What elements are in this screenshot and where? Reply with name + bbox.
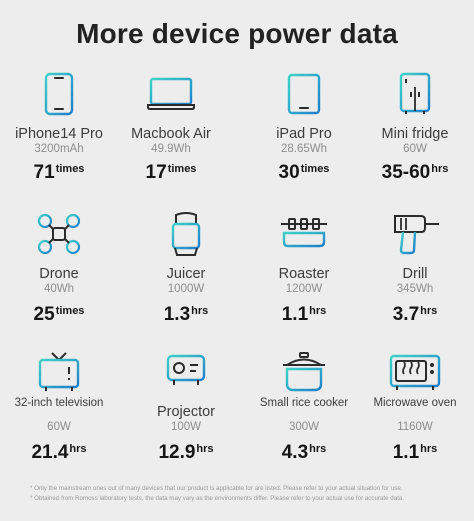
device-spec: 40Wh [43,283,75,295]
footnotes: * Only the mainstream ones out of many d… [30,484,460,504]
device-name: Small rice cooker [259,397,349,409]
result-unit: times [55,163,85,175]
result-value: 35-60 [381,162,431,183]
result-unit: times [300,163,330,175]
result-unit: hrs [309,305,327,317]
device-result: 1.3hrs [127,304,245,326]
result-unit: hrs [309,443,327,455]
device-spec: 28.65Wh [280,143,328,155]
drone-icon [0,210,118,258]
microwave-icon [356,348,474,396]
result-value: 4.3 [281,442,309,463]
result-unit: hrs [420,305,438,317]
device-result: 12.9hrs [127,442,245,464]
device-spec: 3200mAh [34,143,84,155]
footnote-1: * Only the mainstream ones out of many d… [30,485,403,492]
result-value: 1.1 [392,442,420,463]
phone-icon [0,70,118,118]
rice-cooker-icon [245,348,363,396]
device-result: 21.4hrs [0,442,118,464]
tv-icon [0,348,118,396]
device-result: 3.7hrs [356,304,474,326]
result-unit: hrs [69,443,87,455]
result-value: 21.4 [31,442,69,463]
result-value: 17 [145,162,167,183]
device-spec: 300W [288,421,320,433]
result-value: 71 [33,162,55,183]
device-name: Mini fridge [381,126,449,142]
device-name: Macbook Air [131,126,211,142]
projector-icon [127,348,245,396]
result-unit: times [55,305,85,317]
device-name: Drill [402,266,428,282]
page-title: More device power data [76,18,398,49]
roaster-icon [245,210,363,258]
tablet-icon [245,70,363,118]
laptop-icon [112,70,230,118]
result-value: 30 [278,162,300,183]
device-spec: 1000W [167,283,205,295]
device-result: 1.1hrs [356,442,474,464]
device-result: 35-60hrs [356,162,474,184]
device-result: 25times [0,304,118,326]
result-value: 3.7 [392,304,420,325]
device-name: iPad Pro [276,126,332,142]
device-name: Microwave oven [373,397,457,409]
device-result: 30times [245,162,363,184]
device-spec: 60W [47,421,71,433]
result-unit: times [167,163,197,175]
juicer-icon [127,210,245,258]
fridge-icon [356,70,474,118]
device-name: Roaster [278,266,330,282]
device-spec: 345Wh [396,283,434,295]
device-name: Drone [39,266,79,282]
device-name: iPhone14 Pro [15,126,103,142]
result-value: 1.3 [163,304,191,325]
device-spec: 1160W [397,421,433,433]
result-value: 12.9 [158,442,196,463]
result-unit: hrs [431,163,449,175]
device-name: 32-inch television [14,397,104,409]
result-unit: hrs [191,305,209,317]
device-spec: 49.9Wh [151,143,191,155]
result-value: 1.1 [281,304,309,325]
device-spec: 60W [403,143,427,155]
device-result: 1.1hrs [245,304,363,326]
result-value: 25 [33,304,55,325]
device-result: 17times [112,162,230,184]
device-spec: 100W [170,421,202,433]
device-spec: 1200W [285,283,323,295]
result-unit: hrs [420,443,438,455]
device-name: Projector [156,404,216,420]
device-name: Juicer [166,266,206,282]
drill-icon [356,210,474,258]
device-result: 4.3hrs [245,442,363,464]
result-unit: hrs [196,443,214,455]
device-result: 71times [0,162,118,184]
footnote-2: * Obtained from Romoss laboratory tests,… [30,495,405,502]
